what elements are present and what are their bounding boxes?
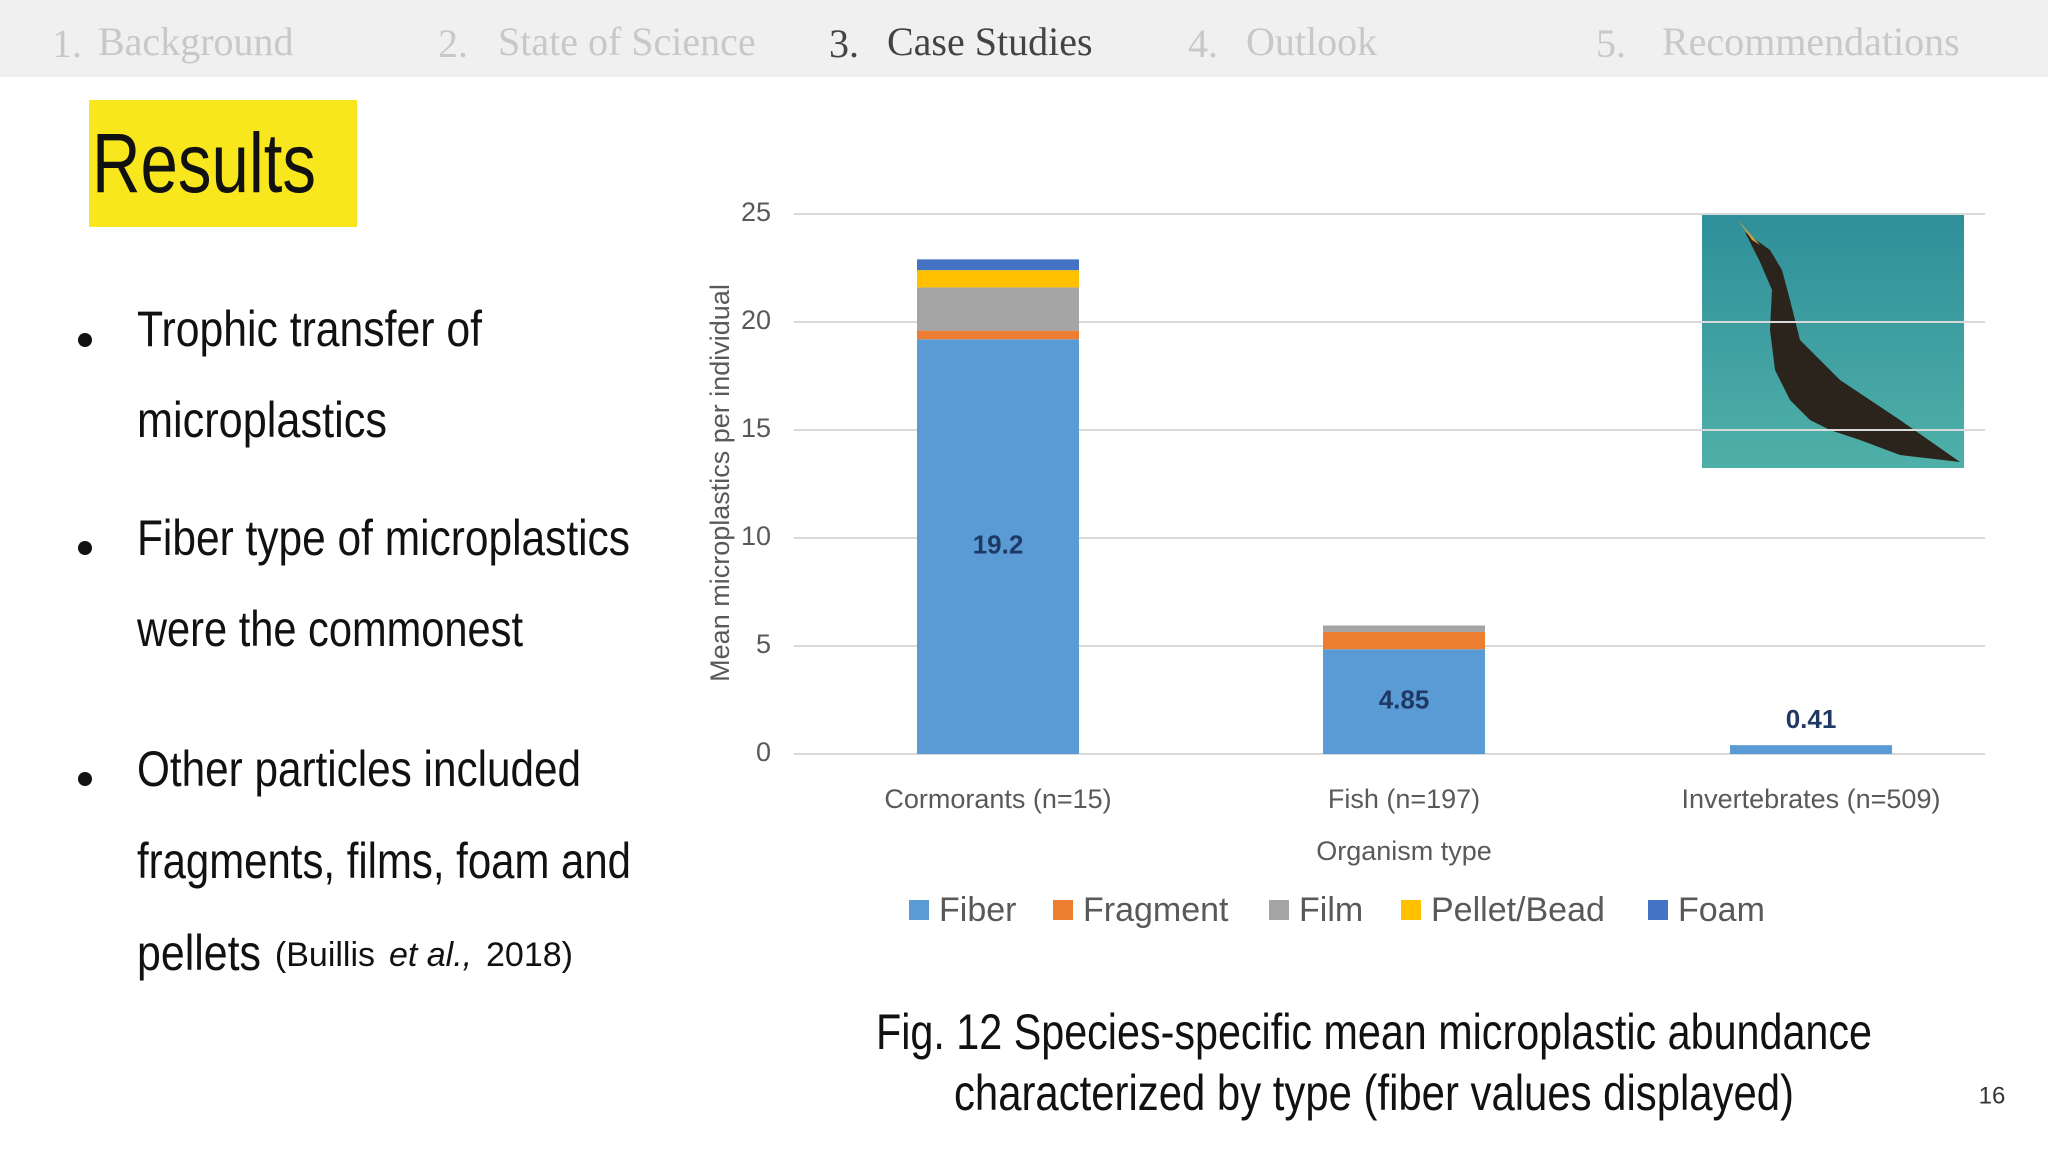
bar-segment	[1323, 625, 1485, 632]
bar-segment	[917, 339, 1079, 754]
caption-line: characterized by type (fiber values disp…	[954, 1065, 1794, 1121]
nav-label: Background	[98, 19, 294, 64]
bullet-line: Trophic transfer of	[137, 301, 482, 357]
bullet-line: were the commonest	[136, 601, 523, 657]
bird-beak	[1738, 220, 1760, 245]
legend-label: Pellet/Bead	[1431, 891, 1605, 929]
bar-segment	[1323, 649, 1485, 754]
legend-swatch	[909, 900, 929, 920]
bullet-line: Fiber type of microplastics	[137, 510, 630, 566]
x-axis-title: Organism type	[1316, 836, 1492, 866]
y-tick-label: 25	[741, 197, 771, 227]
legend-label: Fiber	[939, 891, 1016, 929]
bullets: Trophic transfer of microplastics Fiber …	[78, 301, 631, 981]
x-tick-label: Fish (n=197)	[1328, 784, 1480, 814]
page-number: 16	[1979, 1082, 2006, 1109]
title-highlight	[89, 100, 357, 227]
legend-label: Foam	[1678, 891, 1765, 929]
y-tick-label: 15	[741, 413, 771, 443]
legend-swatch	[1053, 900, 1073, 920]
y-tick-label: 10	[741, 521, 771, 551]
nav-number: 4.	[1188, 21, 1218, 66]
y-tick-label: 20	[741, 305, 771, 335]
nav-label: Outlook	[1246, 19, 1377, 64]
bullet-line: fragments, films, foam and	[137, 833, 631, 889]
bar-segment	[917, 270, 1079, 288]
bullet-line: Other particles included	[137, 741, 581, 797]
bullet-line: pellets (Buillis et al., 2018)	[137, 925, 573, 981]
citation: 2018)	[486, 936, 573, 974]
nav-label: Case Studies	[887, 19, 1093, 64]
citation-italic: et al.,	[389, 936, 472, 974]
caption-line: Fig. 12 Species-specific mean microplast…	[876, 1004, 1872, 1060]
nav-number: 2.	[438, 21, 468, 66]
nav-number: 3.	[829, 21, 859, 66]
legend-swatch	[1269, 900, 1289, 920]
citation: (Buillis	[275, 936, 375, 974]
bullet-dot	[78, 772, 92, 786]
bullet-dot	[78, 541, 92, 555]
bullet-dot	[78, 333, 92, 347]
data-label: 0.41	[1786, 704, 1837, 734]
bar-segment	[917, 287, 1079, 331]
slide-title: Results	[92, 116, 316, 210]
nav-label: State of Science	[498, 19, 756, 64]
y-axis-title: Mean microplastics per individual	[705, 284, 735, 682]
legend-label: Film	[1299, 891, 1363, 929]
y-tick-label: 0	[756, 737, 771, 767]
legend-swatch	[1401, 900, 1421, 920]
bird-silhouette	[1745, 232, 1960, 462]
nav-label: Recommendations	[1662, 19, 1960, 64]
data-label: 19.2	[973, 530, 1024, 560]
nav-number: 1.	[52, 21, 82, 66]
bar-segment	[1323, 631, 1485, 650]
legend-swatch	[1648, 900, 1668, 920]
bar-segment	[917, 259, 1079, 271]
bullet-word: pellets	[137, 925, 261, 981]
x-tick-label: Cormorants (n=15)	[884, 784, 1111, 814]
bullet-line: microplastics	[137, 392, 387, 448]
bar-segment	[1730, 745, 1892, 754]
data-label: 4.85	[1379, 684, 1430, 714]
photo	[1702, 213, 1964, 468]
nav-bar	[0, 0, 2048, 77]
bar-segment	[917, 330, 1079, 340]
x-tick-label: Invertebrates (n=509)	[1682, 784, 1941, 814]
nav-number: 5.	[1596, 21, 1626, 66]
y-tick-label: 5	[756, 629, 771, 659]
legend-label: Fragment	[1083, 891, 1229, 929]
